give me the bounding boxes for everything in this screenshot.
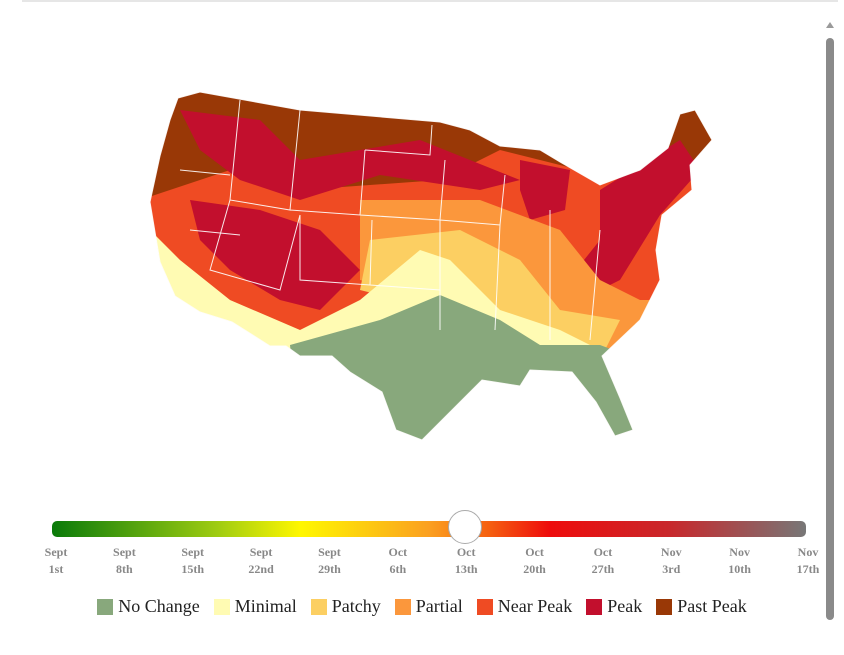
scrollbar[interactable] — [826, 38, 834, 620]
date-month: Nov — [797, 545, 819, 559]
legend-label: Past Peak — [677, 596, 747, 616]
date-month: Sept — [249, 545, 273, 559]
legend-swatch — [586, 598, 603, 615]
date-month: Oct — [456, 545, 476, 559]
legend-label: Minimal — [234, 596, 297, 616]
slider-date: Sept 8th — [99, 544, 149, 578]
legend-swatch — [394, 598, 411, 615]
date-day: 13th — [454, 562, 478, 576]
date-day: 17th — [796, 562, 820, 576]
legend-swatch — [213, 598, 230, 615]
slider-date: Oct 13th — [441, 544, 491, 578]
legend-item: No Change — [97, 596, 200, 617]
legend-item: Near Peak — [476, 596, 573, 617]
legend-item: Past Peak — [656, 596, 747, 617]
slider-date: Nov 10th — [715, 544, 765, 578]
legend-label: Partial — [415, 596, 463, 616]
date-month: Nov — [660, 545, 682, 559]
legend-swatch — [310, 598, 327, 615]
date-day: 8th — [116, 562, 133, 576]
date-day: 22nd — [248, 562, 274, 576]
date-day: 29th — [318, 562, 341, 576]
date-month: Sept — [318, 545, 341, 559]
state-borders — [149, 91, 713, 441]
slider-date: Oct 20th — [510, 544, 560, 578]
legend-item: Patchy — [310, 596, 381, 617]
legend-item: Partial — [394, 596, 463, 617]
top-border — [22, 0, 838, 2]
us-map — [149, 91, 713, 441]
date-month: Nov — [729, 545, 750, 559]
date-day: 15th — [181, 562, 205, 576]
date-day: 10th — [728, 562, 751, 576]
slider-date: Sept 15th — [168, 544, 218, 578]
slider-date: Oct 6th — [373, 544, 423, 578]
date-slider-track[interactable] — [52, 521, 806, 537]
legend-label: Peak — [607, 596, 643, 616]
legend-item: Peak — [586, 596, 642, 617]
date-month: Oct — [388, 545, 408, 559]
legend-label: Patchy — [331, 596, 381, 616]
slider-date: Nov 3rd — [646, 544, 696, 578]
legend-swatch — [656, 598, 673, 615]
legend-swatch — [476, 598, 493, 615]
date-month: Sept — [181, 545, 205, 559]
date-month: Sept — [44, 545, 68, 559]
legend-label: No Change — [118, 596, 200, 616]
legend-swatch — [97, 598, 114, 615]
slider-date: Sept 29th — [304, 544, 354, 578]
scroll-up[interactable] — [826, 22, 834, 28]
date-slider-thumb[interactable] — [448, 510, 482, 544]
slider-date: Nov 17th — [783, 544, 833, 578]
date-day: 6th — [389, 562, 407, 576]
slider-date: Sept 1st — [31, 544, 81, 578]
date-day: 3rd — [662, 562, 681, 576]
legend: No Change Minimal Patchy Partial Near Peak Pe… — [0, 596, 844, 617]
date-month: Oct — [593, 545, 613, 559]
date-day: 27th — [591, 562, 615, 576]
date-month: Oct — [525, 545, 544, 559]
slider-date: Oct 27th — [578, 544, 628, 578]
slider-dates: Sept 1st Sept 8th Sept 15th Sept 22nd Sept 29th Oc… — [0, 544, 844, 580]
slider-date: Sept 22nd — [236, 544, 286, 578]
legend-label: Near Peak — [497, 596, 573, 616]
date-month: Sept — [113, 545, 136, 559]
date-day: 1st — [48, 562, 64, 576]
date-day: 20th — [523, 562, 546, 576]
legend-item: Minimal — [213, 596, 297, 617]
